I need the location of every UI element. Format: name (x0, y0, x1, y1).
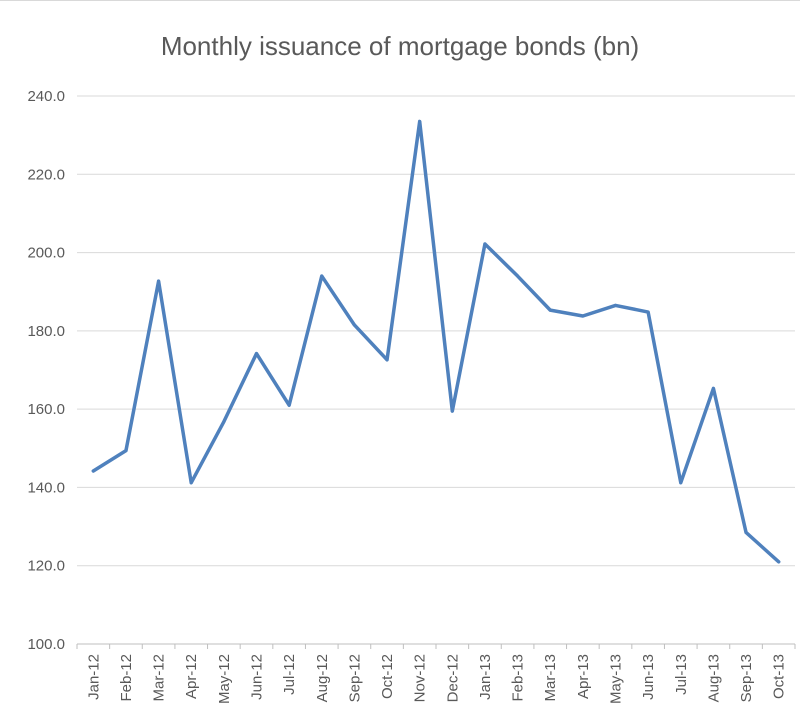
x-tick-label: May-12 (216, 654, 233, 704)
data-point (548, 308, 552, 312)
data-point (516, 274, 520, 278)
x-tick-label: Aug-13 (705, 654, 722, 702)
x-tick-label: Dec-12 (444, 654, 461, 702)
x-tick-label: Mar-12 (151, 654, 168, 702)
y-tick-label: 220.0 (27, 166, 65, 183)
x-tick-label: Jul-12 (281, 654, 298, 695)
x-tick-label: Oct-13 (771, 654, 788, 699)
x-tick-label: Oct-12 (379, 654, 396, 699)
x-tick-label: Sep-13 (738, 654, 755, 702)
x-tick-label: Apr-13 (575, 654, 592, 699)
x-tick-label: Apr-12 (183, 654, 200, 699)
x-tick-label: Nov-12 (412, 654, 429, 702)
data-point (222, 420, 226, 424)
data-point (418, 119, 422, 123)
y-tick-label: 240.0 (27, 88, 65, 105)
y-tick-label: 140.0 (27, 479, 65, 496)
data-point (352, 323, 356, 327)
y-tick-label: 160.0 (27, 401, 65, 418)
x-tick-label: Feb-12 (118, 654, 135, 702)
data-point (483, 242, 487, 246)
data-point (124, 449, 128, 453)
x-tick-label: Jun-12 (249, 654, 266, 700)
x-tick-label: Jan-12 (85, 654, 102, 700)
data-point (581, 314, 585, 318)
data-point (91, 469, 95, 473)
x-tick-label: Jul-13 (673, 654, 690, 695)
data-point (287, 403, 291, 407)
y-tick-label: 180.0 (27, 323, 65, 340)
data-point (320, 274, 324, 278)
data-point (385, 358, 389, 362)
data-point (157, 279, 161, 283)
y-tick-label: 120.0 (27, 558, 65, 575)
data-point (614, 303, 617, 307)
chart-title: Monthly issuance of mortgage bonds (bn) (160, 31, 640, 61)
data-point (646, 310, 650, 314)
x-tick-label: Sep-12 (346, 654, 363, 702)
x-tick-label: Jun-13 (640, 654, 657, 700)
data-point (450, 409, 454, 413)
x-tick-label: Mar-13 (542, 654, 559, 702)
y-tick-label: 200.0 (27, 245, 65, 262)
x-tick-label: May-13 (608, 654, 625, 704)
x-tick-label: Aug-12 (314, 654, 331, 702)
x-tick-label: Feb-13 (510, 654, 527, 702)
x-tick-label: Jan-13 (477, 654, 494, 700)
data-point (679, 481, 683, 485)
y-tick-label: 100.0 (27, 636, 65, 653)
series-line (91, 119, 781, 564)
data-point (711, 386, 715, 390)
data-point (777, 560, 781, 564)
data-point (255, 352, 258, 356)
data-point (744, 530, 748, 534)
data-point (189, 481, 193, 485)
